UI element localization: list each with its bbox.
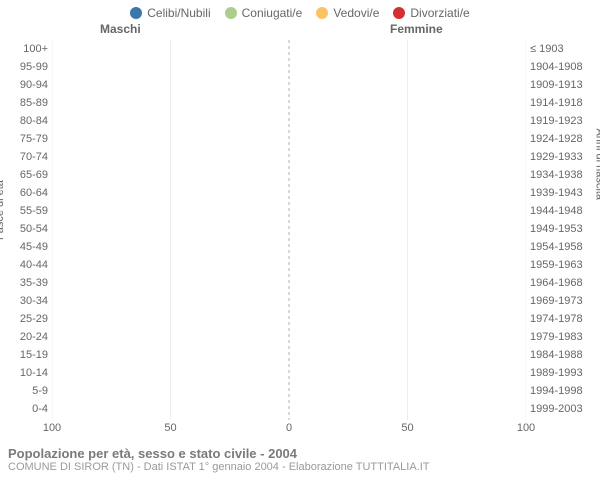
birth-label: 1914-1918 bbox=[530, 94, 600, 112]
legend-label: Vedovi/e bbox=[333, 6, 379, 20]
x-tick: 50 bbox=[164, 422, 176, 434]
legend-item: Coniugati/e bbox=[225, 6, 303, 20]
birth-label: 1994-1998 bbox=[530, 382, 600, 400]
age-label: 40-44 bbox=[0, 256, 48, 274]
female-bars bbox=[289, 40, 526, 420]
chart-title: Popolazione per età, sesso e stato civil… bbox=[8, 446, 592, 461]
birth-label: 1979-1983 bbox=[530, 328, 600, 346]
legend-item: Divorziati/e bbox=[393, 6, 469, 20]
plot-area bbox=[52, 40, 526, 420]
legend-swatch-vedovi bbox=[316, 7, 328, 19]
male-bars bbox=[52, 40, 289, 420]
x-tick: 100 bbox=[43, 422, 61, 434]
age-label: 20-24 bbox=[0, 328, 48, 346]
age-label: 0-4 bbox=[0, 400, 48, 418]
age-label: 65-69 bbox=[0, 166, 48, 184]
legend-label: Divorziati/e bbox=[410, 6, 469, 20]
age-label: 15-19 bbox=[0, 346, 48, 364]
legend-label: Celibi/Nubili bbox=[147, 6, 210, 20]
column-header-female: Femmine bbox=[390, 22, 443, 36]
birth-label: 1954-1958 bbox=[530, 238, 600, 256]
column-headers: Maschi Femmine bbox=[0, 22, 600, 40]
birth-label: 1919-1923 bbox=[530, 112, 600, 130]
birth-label: 1929-1933 bbox=[530, 148, 600, 166]
birth-label: 1999-2003 bbox=[530, 400, 600, 418]
legend: Celibi/Nubili Coniugati/e Vedovi/e Divor… bbox=[0, 0, 600, 22]
age-label: 55-59 bbox=[0, 202, 48, 220]
legend-swatch-celibi bbox=[130, 7, 142, 19]
age-label: 85-89 bbox=[0, 94, 48, 112]
birth-label: 1939-1943 bbox=[530, 184, 600, 202]
chart-subtitle: COMUNE DI SIROR (TN) - Dati ISTAT 1° gen… bbox=[8, 461, 592, 473]
age-label: 10-14 bbox=[0, 364, 48, 382]
age-label: 50-54 bbox=[0, 220, 48, 238]
legend-label: Coniugati/e bbox=[242, 6, 303, 20]
birth-label: 1934-1938 bbox=[530, 166, 600, 184]
legend-item: Celibi/Nubili bbox=[130, 6, 210, 20]
x-tick: 100 bbox=[517, 422, 535, 434]
birth-label: 1909-1913 bbox=[530, 76, 600, 94]
x-tick: 0 bbox=[286, 422, 292, 434]
age-label: 25-29 bbox=[0, 310, 48, 328]
birth-label: 1959-1963 bbox=[530, 256, 600, 274]
birth-label: ≤ 1903 bbox=[530, 40, 600, 58]
column-header-male: Maschi bbox=[100, 22, 141, 36]
birth-label: 1964-1968 bbox=[530, 274, 600, 292]
age-label: 70-74 bbox=[0, 148, 48, 166]
pyramid-chart: Fasce di età Anni di nascita 100+95-9990… bbox=[0, 40, 600, 440]
birth-label: 1949-1953 bbox=[530, 220, 600, 238]
y-axis-age-labels: 100+95-9990-9485-8980-8475-7970-7465-696… bbox=[0, 40, 48, 418]
age-label: 95-99 bbox=[0, 58, 48, 76]
birth-label: 1974-1978 bbox=[530, 310, 600, 328]
age-label: 45-49 bbox=[0, 238, 48, 256]
age-label: 60-64 bbox=[0, 184, 48, 202]
birth-label: 1969-1973 bbox=[530, 292, 600, 310]
x-axis: 10050050100 bbox=[52, 422, 526, 440]
birth-label: 1924-1928 bbox=[530, 130, 600, 148]
legend-swatch-divorziati bbox=[393, 7, 405, 19]
birth-label: 1944-1948 bbox=[530, 202, 600, 220]
age-label: 75-79 bbox=[0, 130, 48, 148]
birth-label: 1904-1908 bbox=[530, 58, 600, 76]
age-label: 30-34 bbox=[0, 292, 48, 310]
birth-label: 1989-1993 bbox=[530, 364, 600, 382]
legend-item: Vedovi/e bbox=[316, 6, 379, 20]
x-tick: 50 bbox=[401, 422, 413, 434]
age-label: 90-94 bbox=[0, 76, 48, 94]
age-label: 5-9 bbox=[0, 382, 48, 400]
age-label: 100+ bbox=[0, 40, 48, 58]
y-axis-birth-labels: ≤ 19031904-19081909-19131914-19181919-19… bbox=[530, 40, 600, 418]
legend-swatch-coniugati bbox=[225, 7, 237, 19]
footer: Popolazione per età, sesso e stato civil… bbox=[0, 440, 600, 473]
age-label: 80-84 bbox=[0, 112, 48, 130]
age-label: 35-39 bbox=[0, 274, 48, 292]
birth-label: 1984-1988 bbox=[530, 346, 600, 364]
